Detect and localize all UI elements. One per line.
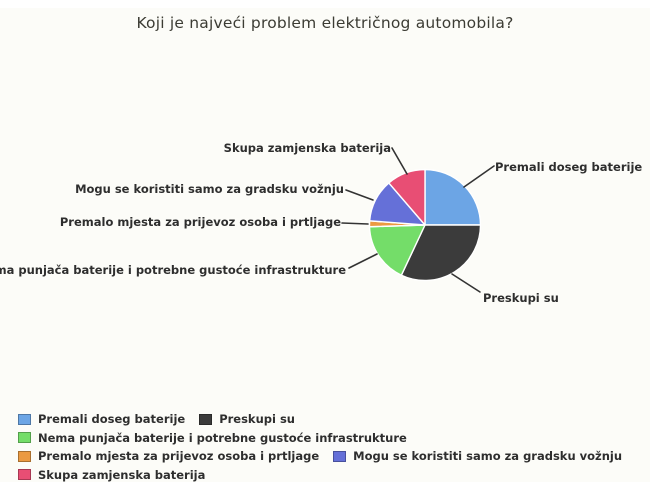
legend-label: Skupa zamjenska baterija bbox=[38, 467, 206, 482]
slice-callout-label: Skupa zamjenska baterija bbox=[223, 141, 391, 155]
legend-row: Skupa zamjenska baterija bbox=[18, 468, 622, 482]
legend-swatch bbox=[199, 413, 213, 425]
legend-swatch bbox=[333, 450, 347, 462]
slice-callout-label: Mogu se koristiti samo za gradsku vožnju bbox=[75, 182, 344, 196]
slice-callout-label: Nema punjača baterije i potrebne gustoće… bbox=[0, 263, 346, 277]
leader-line bbox=[463, 165, 495, 188]
leader-line bbox=[341, 222, 369, 225]
legend-label: Premalo mjesta za prijevoz osoba i prtlj… bbox=[38, 449, 320, 463]
legend-label: Nema punjača baterije i potrebne gustoće… bbox=[38, 430, 407, 445]
legend-label: Preskupi su bbox=[219, 412, 295, 426]
leader-lines bbox=[341, 147, 495, 293]
legend-item: Mogu se koristiti samo za gradsku vožnju bbox=[333, 449, 622, 463]
legend-label: Premali doseg baterije bbox=[38, 412, 186, 426]
legend-item: Premalo mjesta za prijevoz osoba i prtlj… bbox=[18, 449, 319, 463]
leader-line bbox=[451, 273, 481, 293]
top-white-strip bbox=[0, 0, 650, 8]
legend-item: Preskupi su bbox=[199, 412, 295, 426]
legend-row: Premali doseg baterije Preskupi su bbox=[18, 412, 622, 426]
pie-slice bbox=[368, 224, 426, 276]
legend-swatch bbox=[18, 432, 31, 443]
pie-slices bbox=[368, 168, 482, 282]
legend-swatch bbox=[18, 450, 31, 462]
slice-callout-label: Preskupi su bbox=[483, 291, 559, 305]
legend-item: Premali doseg baterije bbox=[18, 412, 185, 426]
legend-row: Nema punjača baterije i potrebne gustoće… bbox=[18, 431, 622, 445]
legend-row: Premalo mjesta za prijevoz osoba i prtlj… bbox=[18, 449, 622, 463]
slice-callout-label: Premalo mjesta za prijevoz osoba i prtlj… bbox=[59, 215, 341, 229]
legend-item: Skupa zamjenska baterija bbox=[18, 468, 205, 482]
pie-slice bbox=[424, 168, 482, 226]
legend-swatch bbox=[18, 413, 31, 425]
legend-item: Nema punjača baterije i potrebne gustoće… bbox=[18, 431, 407, 445]
leader-line bbox=[348, 253, 378, 269]
legend-label: Mogu se koristiti samo za gradsku vožnju bbox=[353, 449, 623, 463]
leader-line bbox=[391, 147, 408, 175]
leader-line bbox=[345, 189, 374, 201]
legend-swatch bbox=[18, 469, 31, 480]
pie-slice bbox=[400, 224, 482, 282]
chart-title: Koji je najveći problem električnog auto… bbox=[136, 14, 514, 32]
legend: Premali doseg baterije Preskupi su Nema … bbox=[18, 412, 622, 482]
slice-callout-label: Premali doseg baterije bbox=[495, 160, 643, 174]
